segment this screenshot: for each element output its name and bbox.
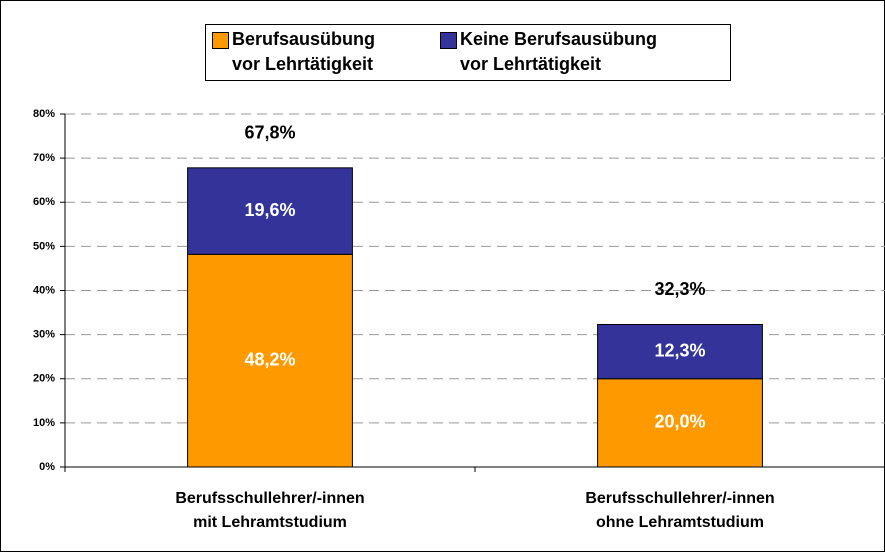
y-tick-label: 50% <box>33 240 55 252</box>
legend-swatch <box>440 32 457 49</box>
total-label: 32,3% <box>654 279 705 299</box>
x-tick-label: Berufsschullehrer/-innen ohne Lehramtstu… <box>585 490 775 531</box>
value-label: 20,0% <box>654 412 705 432</box>
y-tick-label: 10% <box>33 417 55 429</box>
bar-segment <box>597 323 763 380</box>
bar-segment <box>187 253 353 468</box>
bar-segment <box>187 167 353 255</box>
value-label: 19,6% <box>244 200 295 220</box>
value-label: 48,2% <box>244 349 295 369</box>
x-tick-label: Berufsschullehrer/-innen mit Lehramtstud… <box>175 490 365 531</box>
legend-box <box>205 24 731 81</box>
y-tick-label: 0% <box>39 461 55 473</box>
y-tick-label: 40% <box>33 284 55 296</box>
total-label: 67,8% <box>244 123 295 143</box>
y-tick-label: 30% <box>33 329 55 341</box>
y-tick-label: 70% <box>33 152 55 164</box>
legend-label: Keine Berufsausübung vor Lehrtätigkeit <box>460 29 658 74</box>
legend-swatch <box>212 32 229 49</box>
value-label: 12,3% <box>654 340 705 360</box>
y-tick-label: 20% <box>33 373 55 385</box>
y-tick-label: 60% <box>33 196 55 208</box>
legend-label: Berufsausübung vor Lehrtätigkeit <box>232 29 376 74</box>
y-tick-label: 80% <box>33 108 55 120</box>
bar-segment <box>597 378 763 468</box>
